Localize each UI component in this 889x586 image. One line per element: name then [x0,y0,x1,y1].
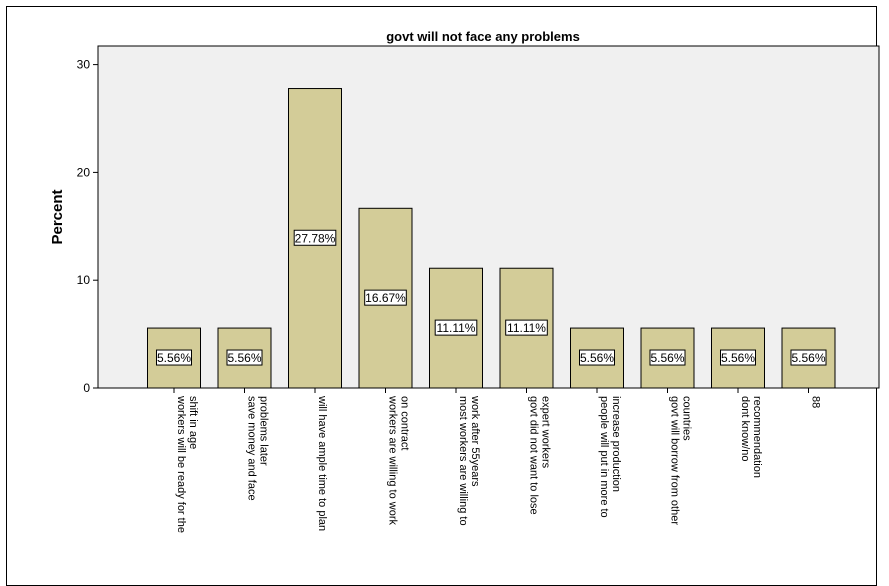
x-category-label: dont know/norecommendation [739,396,763,478]
x-category-label-line: govt did not want to lose [528,396,540,515]
x-category-label: govt did not want to loseexpert workers [528,396,552,515]
x-category-label: most workers are willing towork after 55… [457,395,481,526]
data-label-box [505,319,548,336]
chart-title: govt will not face any problems [386,29,580,44]
x-category-label-line: govt will borrow from other [669,396,681,525]
x-category-label-line: recommendation [751,396,763,478]
x-category-label-line: countries [681,396,693,441]
data-label-box [649,349,686,366]
x-category-label-line: shift in age [187,396,199,449]
x-category-label-line: dont know/no [739,396,751,461]
data-label: 11.11% [507,321,546,335]
data-label-box [293,229,337,246]
x-category-label: will have ample time to plan [316,395,328,531]
data-label-box [364,289,407,306]
data-label: 5.56% [650,351,684,365]
x-category-label-line: problems later [258,396,270,466]
data-label: 5.56% [580,351,614,365]
y-tick-label: 10 [77,273,91,287]
data-label-box [156,349,192,366]
y-tick-label: 0 [83,381,90,395]
x-category-label: save money and faceproblems later [246,396,270,501]
x-category-label-line: on contract [399,396,411,450]
y-tick-label: 20 [77,165,91,179]
data-label-box [226,349,263,366]
y-axis-label: Percent [49,189,66,244]
data-label: 11.11% [437,321,476,335]
data-label-box [720,349,756,366]
data-label: 5.56% [157,351,191,365]
x-category-label-line: work after 55years [469,395,481,487]
x-category-label-line: people will put in more to [598,396,610,518]
x-category-label-line: workers are willing to work [387,395,399,525]
x-category-label-line: 88 [810,396,822,408]
x-category-label: 88 [810,396,822,408]
x-category-label-line: most workers are willing to [457,396,469,526]
bar-chart: govt will not face any problems Percent … [49,29,880,533]
x-category-label: people will put in more toincrease produ… [598,396,622,518]
data-label-box [790,349,827,366]
x-category-label: workers will be ready for theshift in ag… [175,395,199,533]
data-labels-group: 5.56% 5.56% 27.78% 16.67% 11.11% 11.11% 5.56% 5… [156,229,827,366]
y-axis: 0 10 20 30 [77,46,99,395]
x-category-label: govt will borrow from othercountries [669,396,693,525]
x-category-label-line: expert workers [540,396,552,469]
x-category-labels: workers will be ready for theshift in ag… [173,388,822,533]
data-label: 5.56% [227,351,261,365]
x-category-label-line: save money and face [246,396,258,501]
x-category-label-line: increase production [610,396,622,492]
data-label: 27.78% [295,231,336,245]
x-category-label-line: workers will be ready for the [175,395,187,533]
data-label: 16.67% [365,291,406,305]
data-label-box [434,319,478,336]
data-label: 5.56% [791,351,825,365]
data-label: 5.56% [721,351,755,365]
x-category-label-line: will have ample time to plan [316,395,328,531]
data-label-box [579,349,615,366]
y-tick-label: 30 [77,58,91,72]
x-category-label: workers are willing to workon contract [387,395,411,525]
